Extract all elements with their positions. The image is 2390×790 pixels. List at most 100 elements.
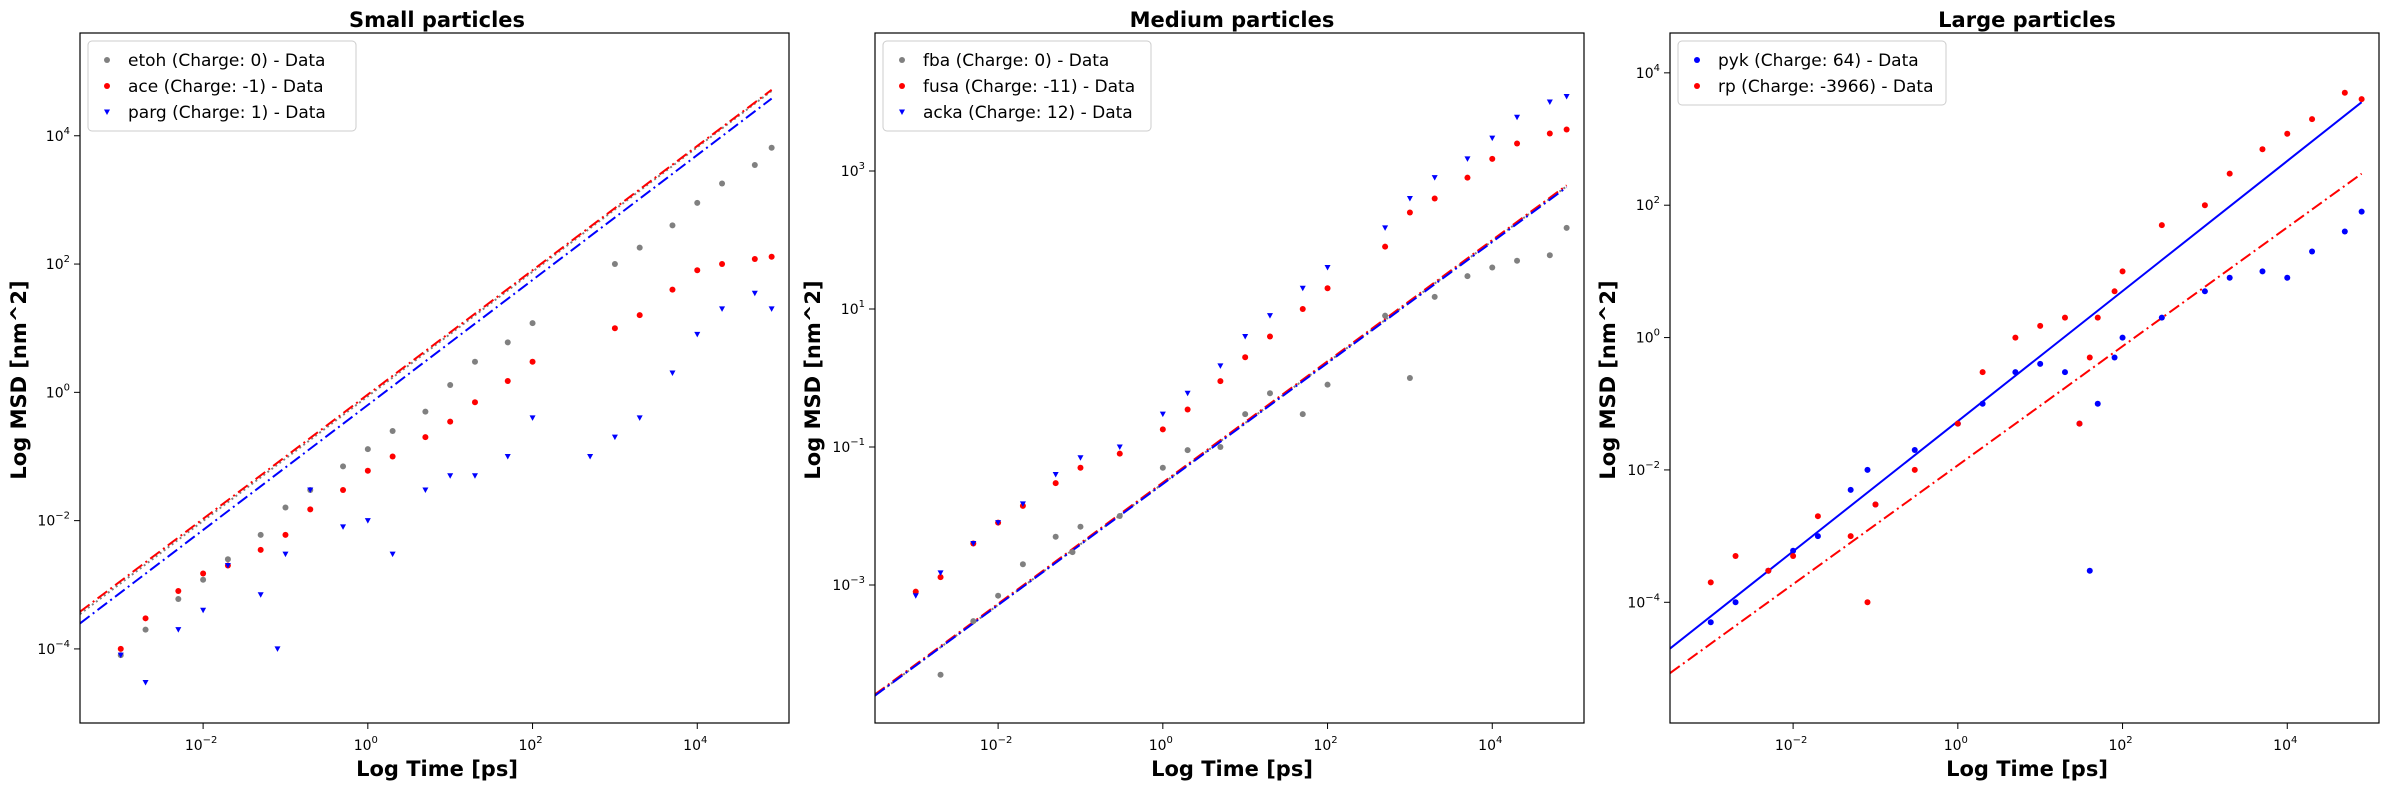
data-point	[1431, 293, 1438, 300]
data-point	[970, 618, 977, 625]
data-point	[995, 592, 1002, 599]
data-point	[2086, 567, 2093, 574]
axes-frame	[1669, 32, 2380, 724]
fit-line	[875, 184, 1568, 696]
data-point	[1299, 285, 1306, 292]
data-point	[1242, 411, 1249, 418]
y-axis-label: Log MSD [nm^2]	[7, 280, 31, 479]
data-point	[447, 418, 454, 425]
data-point	[1514, 114, 1521, 121]
data-point	[175, 587, 182, 594]
data-point	[2259, 146, 2266, 153]
data-point	[2284, 274, 2291, 281]
legend-marker	[104, 109, 110, 115]
data-point	[1847, 486, 1854, 493]
data-point	[1382, 225, 1389, 231]
data-point	[2158, 314, 2165, 321]
data-point	[768, 253, 775, 260]
data-point	[1184, 390, 1191, 397]
data-point	[1464, 174, 1471, 181]
data-point	[2086, 354, 2093, 361]
series-ace	[117, 253, 775, 652]
data-point	[1019, 561, 1026, 568]
data-point	[2012, 334, 2019, 341]
data-point	[1790, 553, 1797, 560]
data-point	[2309, 248, 2316, 255]
data-point	[1464, 273, 1471, 280]
legend-marker	[899, 83, 905, 89]
data-point	[1489, 155, 1496, 162]
legend-box	[87, 40, 357, 132]
data-point	[1707, 619, 1714, 626]
data-point	[2094, 314, 2101, 321]
data-point	[1872, 501, 1879, 508]
data-point	[1184, 406, 1191, 413]
data-point	[504, 378, 511, 385]
data-point	[1979, 369, 1986, 376]
legend-marker	[899, 109, 905, 115]
data-point	[2119, 334, 2126, 341]
data-point	[1911, 466, 1918, 473]
data-point	[471, 399, 478, 406]
data-point	[1514, 257, 1521, 264]
data-point	[719, 180, 726, 187]
data-point	[1431, 175, 1438, 181]
data-point	[1464, 156, 1471, 162]
data-point	[2037, 360, 2044, 367]
legend: fba (Charge: 0) - Data fusa (Charge: -11)…	[882, 40, 1152, 132]
data-point	[751, 162, 758, 169]
data-point	[2226, 274, 2233, 281]
data-point	[2201, 288, 2208, 295]
data-point	[1732, 599, 1739, 606]
data-point	[422, 408, 429, 415]
data-point	[1324, 264, 1331, 271]
data-point	[751, 255, 758, 262]
data-point	[307, 506, 314, 513]
legend-label: fba (Charge: 0) - Data	[923, 51, 1109, 71]
data-point	[1324, 285, 1331, 292]
panel-small-particles: Small particles Log Time [ps] Log MSD [n…	[7, 8, 790, 781]
data-point	[1019, 501, 1026, 507]
data-point	[2341, 228, 2348, 235]
data-point	[257, 592, 264, 598]
data-point	[422, 434, 429, 441]
data-point	[1116, 444, 1123, 450]
data-point	[224, 556, 231, 563]
series-rp	[1707, 89, 2365, 606]
legend-box	[1677, 40, 1947, 106]
data-point	[117, 652, 124, 659]
data-point	[282, 531, 289, 538]
data-point	[2094, 400, 2101, 407]
data-point	[694, 267, 701, 274]
legend: etoh (Charge: 0) - Data ace (Charge: -1) …	[87, 40, 357, 132]
series-etoh	[117, 144, 775, 659]
data-point	[912, 588, 919, 595]
legend-label: ace (Charge: -1) - Data	[128, 77, 324, 97]
y-axis-label: Log MSD [nm^2]	[801, 280, 825, 479]
data-point	[364, 467, 371, 474]
series-parg	[117, 290, 775, 686]
data-point	[719, 261, 726, 268]
data-point	[1431, 195, 1438, 202]
data-point	[1563, 224, 1570, 231]
data-point	[274, 646, 281, 652]
data-point	[970, 540, 977, 547]
data-point	[471, 358, 478, 365]
data-point	[471, 473, 478, 479]
data-point	[340, 524, 347, 530]
data-point	[1159, 426, 1166, 433]
data-point	[1266, 390, 1273, 397]
data-point	[2201, 202, 2208, 209]
data-point	[636, 415, 643, 421]
legend-label: acka (Charge: 12) - Data	[923, 103, 1133, 123]
data-point	[504, 339, 511, 346]
plot-area	[875, 94, 1570, 697]
chart-title: Small particles	[349, 8, 525, 32]
plot-area	[80, 89, 775, 686]
data-point	[1563, 126, 1570, 133]
data-point	[694, 331, 701, 338]
data-point	[1242, 354, 1249, 361]
chart-title: Medium particles	[1130, 8, 1335, 32]
